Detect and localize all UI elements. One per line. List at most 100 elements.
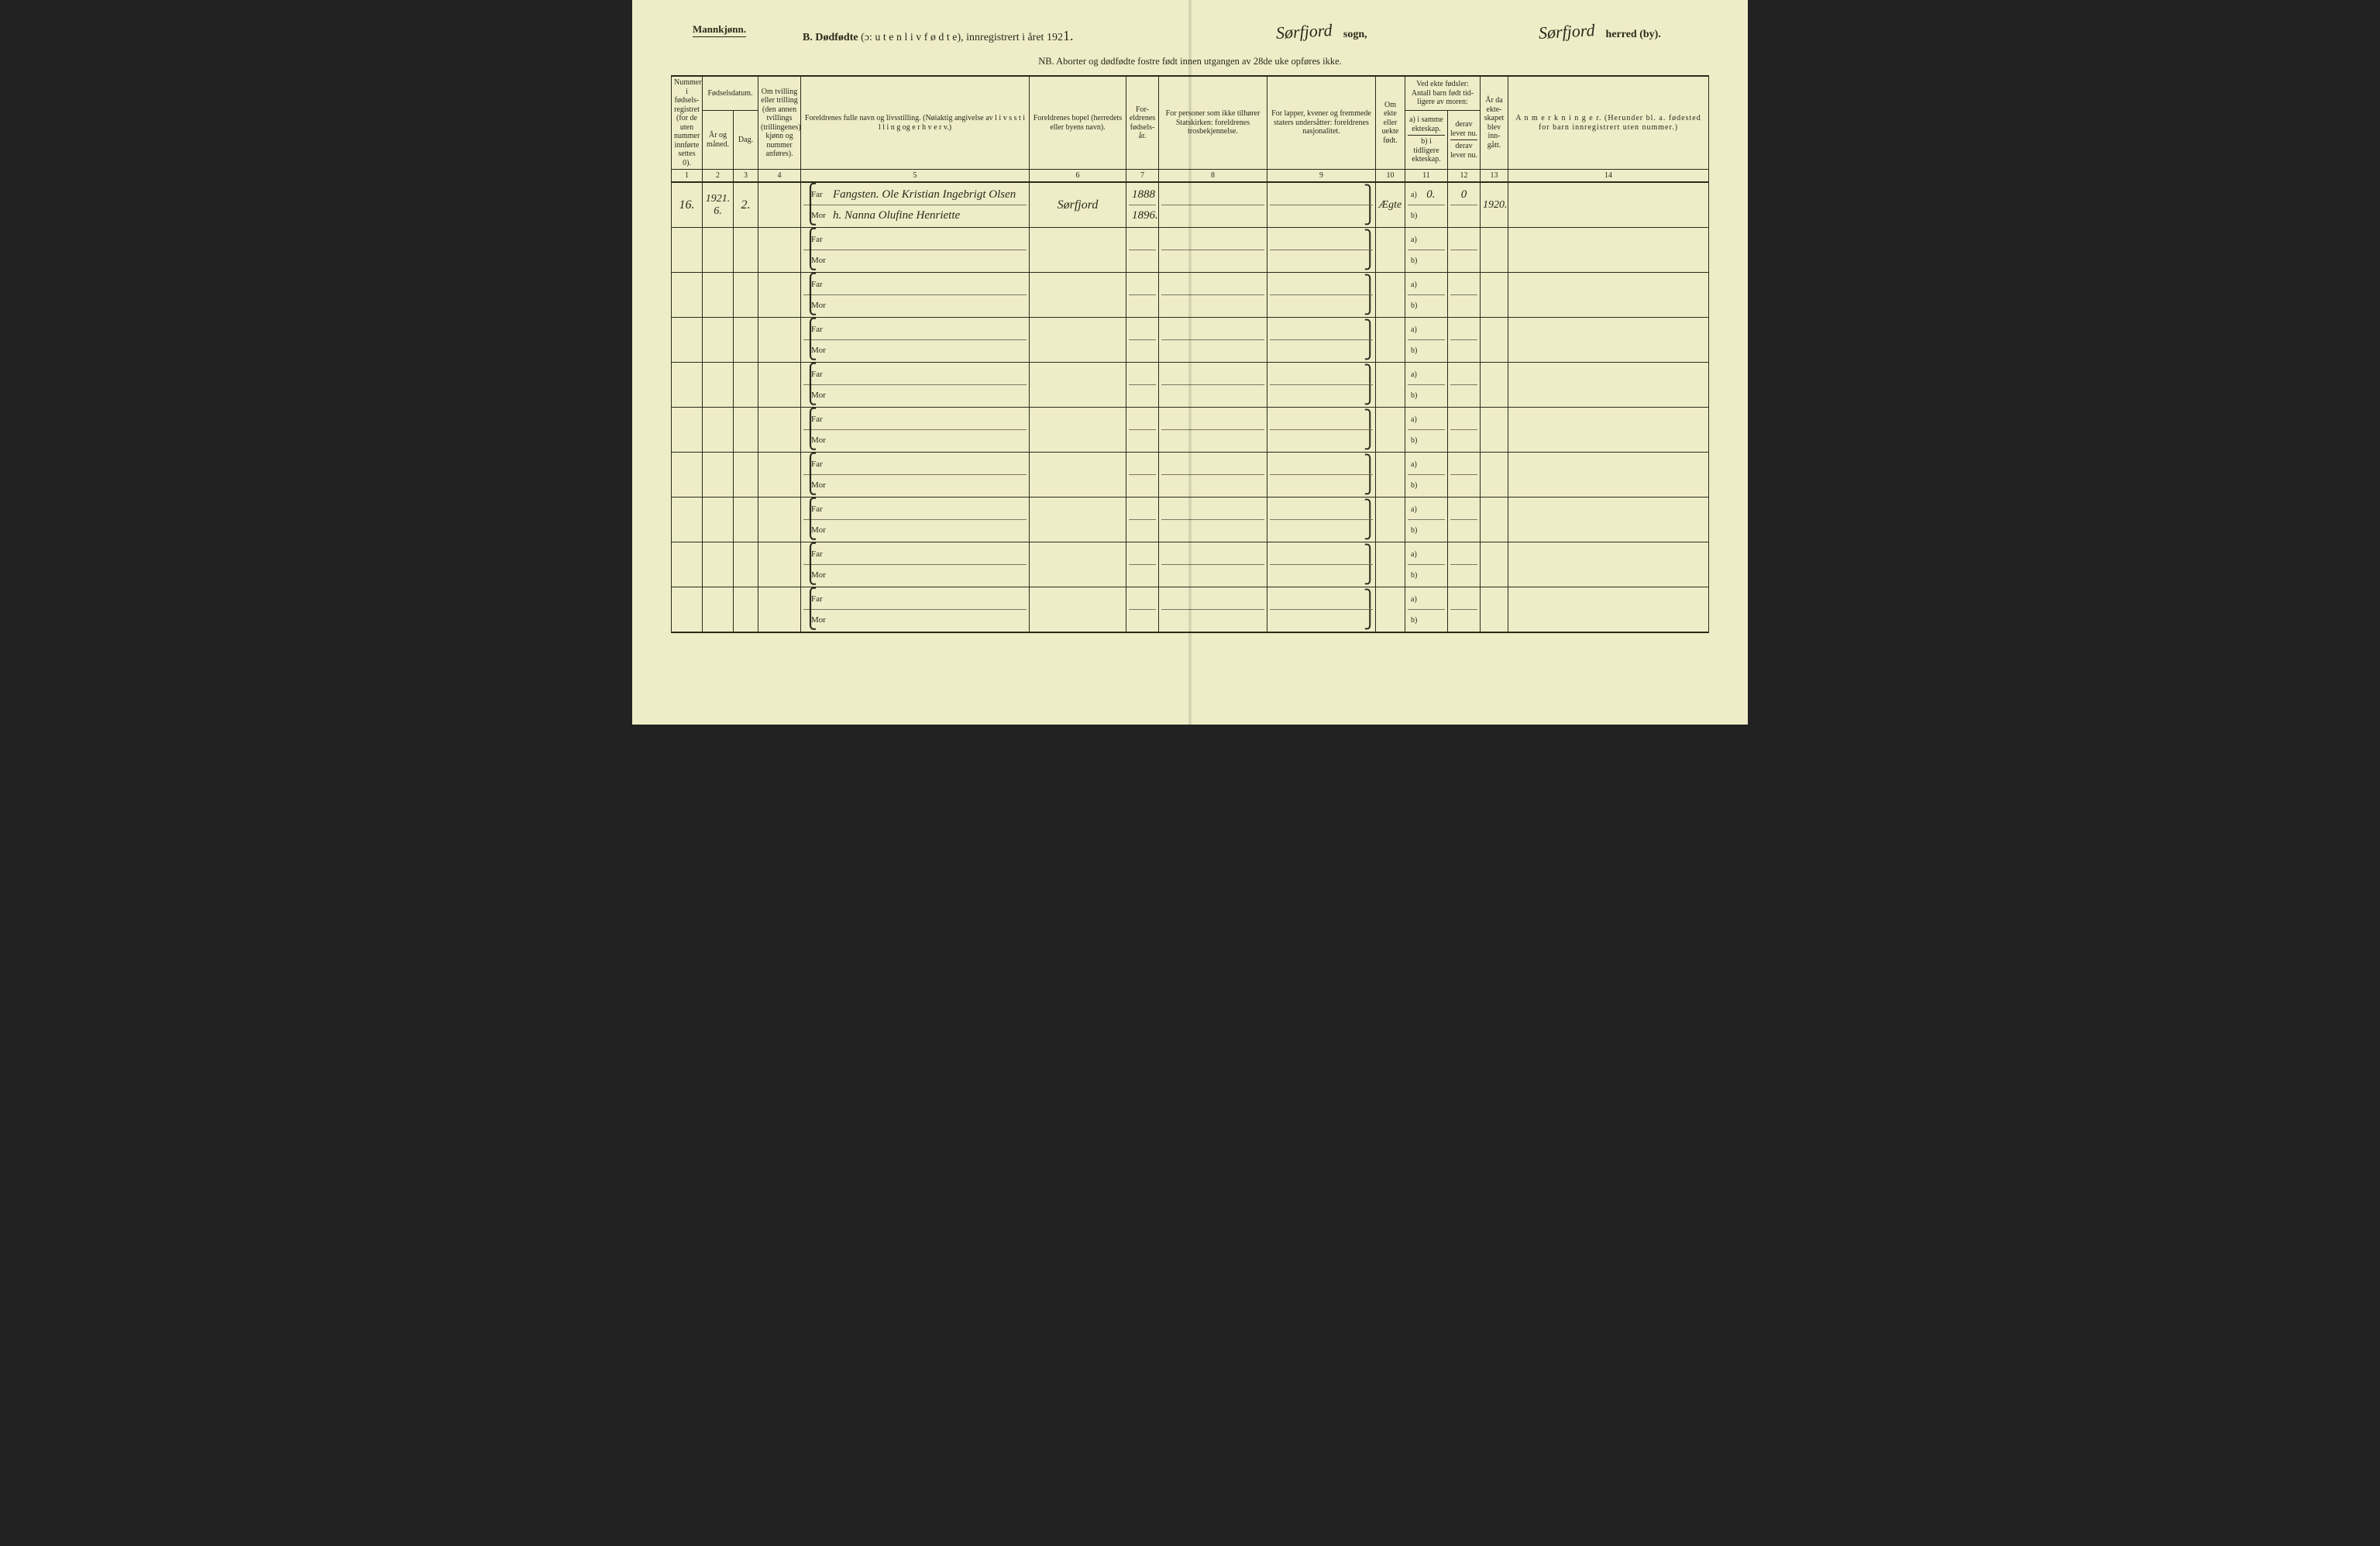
- cell-year-month: [703, 273, 734, 318]
- cell-twin: [758, 587, 801, 633]
- b-line: b): [1408, 565, 1445, 585]
- mother-label: Mor: [811, 570, 833, 580]
- brace-close-icon: ⎭: [1364, 432, 1370, 448]
- mother-year-line: [1129, 385, 1156, 405]
- brace-open-icon: ⎧: [803, 367, 811, 382]
- col-10-header: Om ekte eller uekte født.: [1376, 76, 1405, 170]
- father-label: Far: [811, 190, 833, 199]
- b-label: b): [1411, 301, 1417, 310]
- bopel-value: Sørfjord: [1032, 198, 1123, 212]
- cell-day: [734, 498, 758, 542]
- nat-mor: ⎭: [1270, 205, 1373, 226]
- father-label: Far: [811, 549, 833, 559]
- cell-year-month: [703, 498, 734, 542]
- father-year-line: [1129, 589, 1156, 610]
- cell-parent-years: [1126, 273, 1159, 318]
- nat-far: ⎫: [1270, 229, 1373, 250]
- mother-label: Mor: [811, 346, 833, 355]
- cell-ekte: [1376, 408, 1405, 453]
- brace-close-icon: ⎭: [1364, 567, 1370, 583]
- cell-religion: [1159, 453, 1267, 498]
- cell-twin: [758, 363, 801, 408]
- father-year-line: [1129, 274, 1156, 295]
- cell-ekte: Ægte: [1376, 182, 1405, 228]
- cell-day: [734, 587, 758, 633]
- num-value: 16.: [674, 198, 700, 212]
- cell-year-month: [703, 542, 734, 587]
- brace-open-icon: ⎧: [803, 322, 811, 337]
- cell-day: [734, 542, 758, 587]
- cell-num: [672, 498, 703, 542]
- cell-parents: ⎧ Far ⎩ Mor: [801, 542, 1030, 587]
- cell-religion: [1159, 363, 1267, 408]
- cell-day: 2.: [734, 182, 758, 228]
- col-6-header: Foreldrenes bopel (herredets eller byens…: [1030, 76, 1126, 170]
- herred-label: herred (by).: [1606, 29, 1661, 40]
- a-label: a): [1411, 191, 1417, 199]
- cell-bopel: [1030, 542, 1126, 587]
- cell-parents: ⎧ Far ⎩ Mor: [801, 273, 1030, 318]
- brace-open-icon: ⎧: [803, 591, 811, 607]
- brace-close-icon: ⎭: [1364, 477, 1370, 493]
- cell-parent-years: 1888 1896.: [1126, 182, 1159, 228]
- cell-parents: ⎧ Far ⎩ Mor: [801, 498, 1030, 542]
- cell-bopel: [1030, 363, 1126, 408]
- mother-year-line: [1129, 250, 1156, 270]
- cell-day: [734, 318, 758, 363]
- brace-open-icon: ⎧: [803, 187, 811, 202]
- cell-religion: [1159, 228, 1267, 273]
- nat-far: ⎫: [1270, 364, 1373, 385]
- cell-year-month: [703, 363, 734, 408]
- cell-ekte: [1376, 542, 1405, 587]
- mother-label: Mor: [811, 436, 833, 445]
- title-line: B. Dødfødte (ɔ: u t e n l i v f ø d t e)…: [803, 28, 1077, 44]
- cell-num: [672, 363, 703, 408]
- cell-marriage-year: [1481, 453, 1508, 498]
- title-paren: (ɔ: u t e n l i v f ø d t e),: [861, 32, 964, 43]
- colnum-8: 8: [1159, 170, 1267, 183]
- brace-open-icon: ⎩: [803, 567, 811, 583]
- cell-parent-years: [1126, 542, 1159, 587]
- cell-religion: [1159, 318, 1267, 363]
- b-live-line: [1450, 340, 1477, 360]
- col-2a-header: År og måned.: [703, 111, 734, 170]
- cell-ekte: [1376, 228, 1405, 273]
- brace-open-icon: ⎧: [803, 456, 811, 472]
- herred-value: Sørfjord: [1538, 20, 1595, 43]
- father-line: ⎧ Far: [803, 499, 1027, 520]
- religion-mor: [1161, 475, 1264, 495]
- cell-religion: [1159, 182, 1267, 228]
- cell-bopel: [1030, 318, 1126, 363]
- a-line: a): [1408, 454, 1445, 475]
- colnum-10: 10: [1376, 170, 1405, 183]
- a-label: a): [1411, 325, 1417, 334]
- b-line: b): [1408, 205, 1445, 226]
- b-line: b): [1408, 475, 1445, 495]
- cell-ekte: [1376, 498, 1405, 542]
- col-1-header: Nummer i fødsels-registret (for de uten …: [672, 76, 703, 170]
- religion-far: [1161, 589, 1264, 610]
- b-label: b): [1411, 526, 1417, 535]
- religion-far: [1161, 499, 1264, 520]
- b-label: b): [1411, 436, 1417, 445]
- cell-parent-years: [1126, 408, 1159, 453]
- cell-religion: [1159, 587, 1267, 633]
- brace-close-icon: ⎫: [1364, 322, 1370, 337]
- nat-far: ⎫: [1270, 544, 1373, 565]
- cell-prev-children: a) b): [1405, 587, 1448, 633]
- brace-close-icon: ⎫: [1364, 187, 1370, 202]
- a-label: a): [1411, 281, 1417, 289]
- father-line: ⎧ Far: [803, 409, 1027, 430]
- father-year-line: [1129, 229, 1156, 250]
- b-line: b): [1408, 430, 1445, 450]
- col-12a-text: derav lever nu.: [1450, 120, 1477, 140]
- b-live-line: [1450, 430, 1477, 450]
- a-live-line: [1450, 364, 1477, 385]
- cell-living: [1448, 498, 1481, 542]
- father-line: ⎧ Far: [803, 229, 1027, 250]
- cell-ekte: [1376, 363, 1405, 408]
- religion-mor: [1161, 385, 1264, 405]
- mother-year-value: 1896.: [1132, 209, 1158, 222]
- nat-mor: ⎭: [1270, 520, 1373, 540]
- cell-year-month: 1921. 6.: [703, 182, 734, 228]
